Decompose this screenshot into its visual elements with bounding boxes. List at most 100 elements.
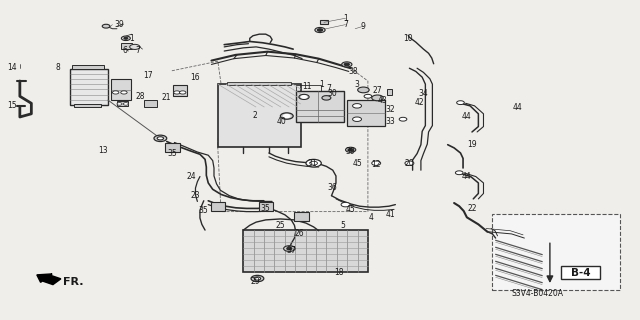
- Circle shape: [102, 24, 110, 28]
- Text: 28: 28: [135, 92, 145, 101]
- Circle shape: [399, 117, 407, 121]
- Text: 33: 33: [385, 116, 395, 126]
- Circle shape: [341, 202, 350, 207]
- Text: 2: 2: [253, 111, 257, 120]
- Circle shape: [157, 137, 164, 140]
- Text: 41: 41: [385, 210, 395, 219]
- Circle shape: [456, 171, 463, 175]
- Bar: [296, 91, 344, 123]
- Circle shape: [353, 104, 362, 108]
- Bar: [243, 230, 368, 272]
- Text: 35: 35: [167, 149, 177, 158]
- Text: 23: 23: [191, 191, 200, 200]
- Circle shape: [117, 103, 122, 105]
- Circle shape: [315, 28, 325, 33]
- Text: 21: 21: [162, 93, 172, 102]
- Text: 1: 1: [343, 14, 348, 23]
- Circle shape: [121, 91, 127, 94]
- Text: 11: 11: [303, 82, 312, 91]
- Circle shape: [344, 63, 349, 66]
- Text: 29: 29: [250, 276, 260, 285]
- Bar: [166, 143, 179, 152]
- Text: 6: 6: [123, 45, 127, 55]
- Circle shape: [122, 36, 131, 41]
- Text: 44: 44: [462, 112, 472, 121]
- Circle shape: [154, 135, 167, 141]
- Bar: [111, 79, 131, 100]
- Circle shape: [179, 91, 186, 94]
- Text: 45: 45: [352, 159, 362, 168]
- Bar: [72, 65, 104, 68]
- Circle shape: [280, 113, 293, 119]
- Text: 34: 34: [419, 89, 428, 98]
- Text: 45: 45: [346, 205, 356, 214]
- Text: B-4: B-4: [571, 268, 590, 278]
- Bar: [74, 104, 101, 108]
- Text: 35: 35: [261, 204, 271, 213]
- Circle shape: [310, 161, 317, 165]
- Bar: [259, 202, 273, 211]
- Circle shape: [124, 37, 128, 39]
- Text: 37: 37: [286, 246, 296, 255]
- Text: 12: 12: [371, 160, 381, 169]
- Text: 20: 20: [404, 159, 414, 168]
- Bar: [121, 43, 132, 49]
- Text: 15: 15: [8, 101, 17, 110]
- Text: 1: 1: [319, 80, 324, 89]
- Bar: [320, 20, 328, 24]
- Bar: [145, 100, 157, 108]
- Circle shape: [322, 96, 331, 100]
- Circle shape: [358, 87, 369, 93]
- Text: 40: 40: [277, 117, 287, 126]
- Text: 39: 39: [114, 20, 124, 29]
- Circle shape: [113, 91, 119, 94]
- Text: 36: 36: [328, 183, 338, 192]
- Bar: [227, 82, 291, 85]
- Text: 42: 42: [414, 98, 424, 107]
- Bar: [173, 85, 187, 96]
- Bar: [561, 266, 600, 279]
- Text: 44: 44: [462, 172, 472, 181]
- Text: 7: 7: [326, 84, 332, 93]
- Bar: [218, 84, 301, 147]
- Text: FR.: FR.: [63, 277, 84, 287]
- Text: 44: 44: [513, 103, 523, 112]
- Text: 26: 26: [295, 229, 305, 238]
- Circle shape: [457, 101, 465, 105]
- Text: 19: 19: [467, 140, 477, 149]
- Text: 5: 5: [340, 221, 346, 230]
- Circle shape: [306, 159, 321, 167]
- Text: 38: 38: [348, 67, 358, 76]
- Circle shape: [301, 96, 307, 98]
- Circle shape: [251, 275, 264, 282]
- Bar: [211, 202, 225, 211]
- Circle shape: [364, 94, 372, 98]
- Text: 7: 7: [343, 20, 348, 29]
- Text: 39: 39: [346, 147, 356, 156]
- Circle shape: [346, 147, 356, 152]
- Text: S3V4-B0420A: S3V4-B0420A: [511, 289, 563, 298]
- Text: 8: 8: [56, 63, 61, 72]
- Circle shape: [348, 148, 353, 151]
- Text: 1: 1: [129, 35, 134, 44]
- Circle shape: [353, 117, 362, 122]
- Circle shape: [173, 91, 180, 94]
- Bar: [387, 89, 392, 95]
- Text: 25: 25: [276, 221, 285, 230]
- Text: 18: 18: [335, 268, 344, 277]
- Text: 27: 27: [372, 86, 382, 95]
- Text: 43: 43: [378, 96, 387, 105]
- Text: 3: 3: [355, 80, 360, 89]
- Circle shape: [287, 247, 292, 250]
- Text: 13: 13: [98, 146, 108, 155]
- Text: 31: 31: [308, 159, 317, 168]
- Bar: [70, 68, 108, 105]
- Circle shape: [342, 62, 352, 67]
- Bar: [492, 214, 620, 290]
- Circle shape: [124, 103, 129, 105]
- Circle shape: [284, 115, 290, 118]
- Text: 22: 22: [467, 204, 477, 213]
- Text: 4: 4: [369, 213, 374, 222]
- Circle shape: [372, 95, 383, 101]
- Circle shape: [405, 161, 414, 165]
